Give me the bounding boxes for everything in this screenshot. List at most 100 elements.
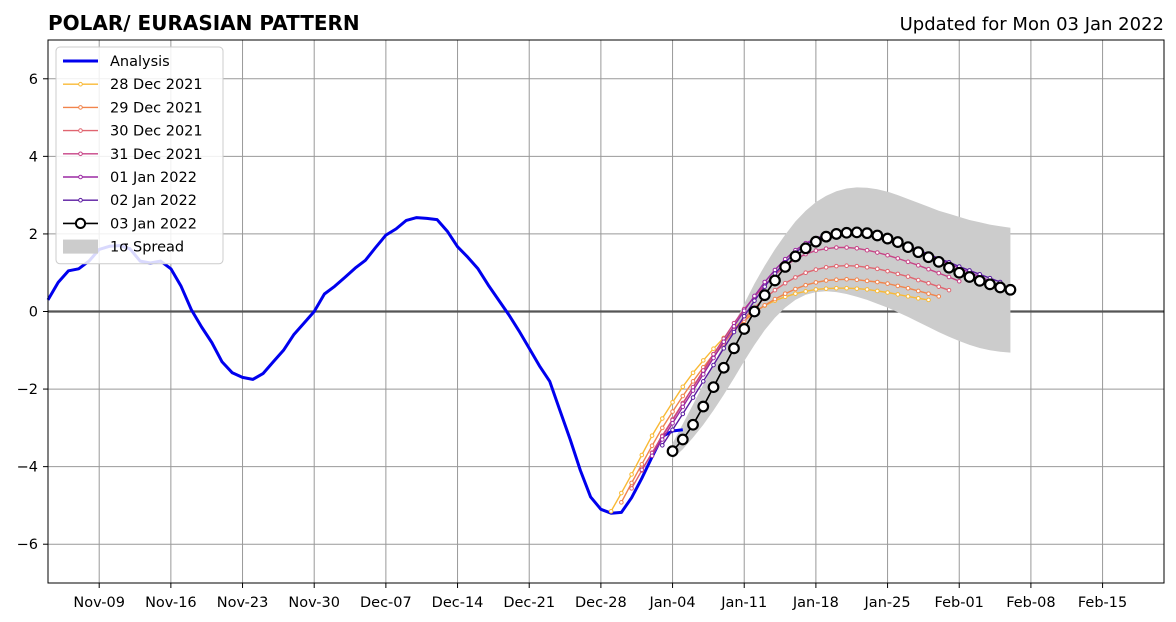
series-point <box>711 355 716 361</box>
legend-entry: 31 Dec 2021 <box>63 147 203 163</box>
legend-entry: 02 Jan 2022 <box>63 193 197 209</box>
series-point <box>864 278 870 284</box>
series-point <box>731 329 737 335</box>
series-point <box>885 281 890 286</box>
series-point <box>670 399 675 405</box>
y-tick-label: 0 <box>29 305 38 321</box>
series-point <box>844 245 849 250</box>
series-point <box>820 230 833 243</box>
series-point <box>864 264 870 270</box>
legend-label: 29 Dec 2021 <box>110 100 203 116</box>
series-point <box>905 259 911 265</box>
series-point <box>629 472 634 477</box>
series-point <box>926 297 931 303</box>
series-point <box>670 409 675 414</box>
series-point <box>670 420 675 426</box>
y-tick-label: −6 <box>17 537 38 553</box>
x-tick-label: Dec-21 <box>503 595 555 611</box>
series-point <box>680 393 686 399</box>
series-point <box>731 323 737 329</box>
series-point <box>779 260 792 273</box>
legend-label: 31 Dec 2021 <box>110 147 203 163</box>
legend-marker <box>78 151 83 157</box>
y-tick-label: 4 <box>29 149 38 165</box>
x-tick-label: Jan-18 <box>792 595 839 611</box>
y-axis-ticks: −6 −4 −2 0 2 4 6 <box>17 72 48 553</box>
series-point <box>844 263 849 269</box>
series-point <box>922 251 935 264</box>
legend-label: 01 Jan 2022 <box>110 170 197 186</box>
series-point <box>639 462 645 467</box>
series-point <box>946 287 952 293</box>
series-point <box>895 283 901 289</box>
series-point <box>885 252 890 258</box>
series-point <box>956 278 962 284</box>
legend-label: 1σ Spread <box>110 240 184 256</box>
series-point <box>936 284 942 289</box>
series-point <box>809 235 822 248</box>
plot-area <box>46 39 1165 584</box>
series-point <box>932 255 945 268</box>
series-point <box>813 280 819 285</box>
series-point <box>850 226 863 239</box>
x-tick-label: Nov-23 <box>217 595 269 611</box>
series-point <box>926 291 931 296</box>
forecast-series <box>666 226 1017 458</box>
series-point <box>758 289 771 302</box>
series-point <box>660 443 665 448</box>
series-point <box>823 278 829 283</box>
legend-box <box>55 46 224 265</box>
y-tick-label: 2 <box>29 227 38 243</box>
series-point <box>772 287 778 293</box>
chart-subtitle: Updated for Mon 03 Jan 2022 <box>900 14 1164 35</box>
series-point <box>762 279 767 285</box>
series-point <box>875 288 880 294</box>
x-tick-label: Dec-07 <box>360 595 412 611</box>
series-point <box>649 453 655 459</box>
legend-label: 28 Dec 2021 <box>110 77 203 93</box>
series-point <box>834 263 839 269</box>
series-point <box>803 282 808 288</box>
legend: Analysis 28 Dec 2021 29 Dec 2021 30 Dec 202… <box>55 46 224 265</box>
series-point <box>895 256 901 261</box>
forecast-series <box>619 277 942 505</box>
series-point <box>823 246 829 251</box>
x-tick-label: Nov-30 <box>288 595 340 611</box>
x-tick-label: Nov-09 <box>73 595 125 611</box>
legend-entry: 01 Jan 2022 <box>63 170 197 186</box>
series-point <box>772 296 778 302</box>
legend-label: Analysis <box>110 54 170 70</box>
series-point <box>728 342 740 355</box>
x-axis-ticks: Nov-09 Nov-16 Nov-23 Nov-30 Dec-07 Dec-14 Dec-… <box>73 583 1127 611</box>
series-point <box>670 427 675 433</box>
series-point <box>619 490 624 496</box>
series-point <box>875 266 880 272</box>
series-point <box>629 480 634 486</box>
series-point <box>895 271 901 277</box>
y-tick-label: −2 <box>17 382 38 398</box>
series-point <box>660 425 665 431</box>
series-point <box>762 284 767 289</box>
series-point <box>680 384 686 390</box>
series-point <box>690 388 696 393</box>
series-point <box>864 287 870 292</box>
legend-entry: 28 Dec 2021 <box>63 77 203 93</box>
series-point <box>881 232 894 245</box>
series-point <box>721 346 727 351</box>
series-point <box>953 266 966 279</box>
series-point <box>963 271 976 283</box>
series-point <box>823 264 829 270</box>
legend-entry-spread: 1σ Spread <box>63 239 184 256</box>
series-point <box>690 370 696 376</box>
series-point <box>830 228 843 240</box>
series-point <box>608 508 614 514</box>
x-tick-label: Dec-28 <box>575 595 627 611</box>
legend-swatch <box>63 239 98 254</box>
series-point <box>782 280 788 286</box>
series-point <box>891 236 904 248</box>
legend-marker <box>78 197 83 203</box>
series-point <box>738 323 751 335</box>
series-point <box>769 274 781 287</box>
legend-marker <box>74 217 87 229</box>
